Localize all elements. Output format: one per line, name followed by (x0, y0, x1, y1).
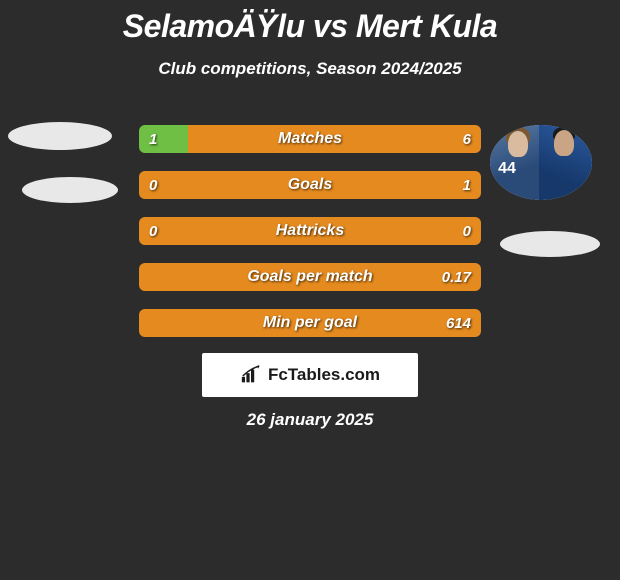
stat-label: Matches (139, 125, 481, 153)
stat-value-right: 0 (463, 217, 471, 245)
chart-icon (240, 365, 262, 385)
subtitle: Club competitions, Season 2024/2025 (0, 59, 620, 79)
stat-label: Min per goal (139, 309, 481, 337)
player-left-avatar (8, 122, 112, 150)
stat-label: Goals (139, 171, 481, 199)
stat-row: 0Hattricks0 (139, 217, 481, 245)
stat-value-right: 6 (463, 125, 471, 153)
stat-row: 1Matches6 (139, 125, 481, 153)
date-text: 26 january 2025 (0, 410, 620, 430)
stat-value-right: 614 (446, 309, 471, 337)
stat-label: Hattricks (139, 217, 481, 245)
stat-value-right: 1 (463, 171, 471, 199)
stat-row: Goals per match0.17 (139, 263, 481, 291)
player-right-team-badge (500, 231, 600, 257)
stat-row: Min per goal614 (139, 309, 481, 337)
comparison-bars: 1Matches60Goals10Hattricks0Goals per mat… (139, 125, 481, 355)
stat-label: Goals per match (139, 263, 481, 291)
player-right-avatar: 44 (490, 125, 592, 200)
jersey-number: 44 (498, 160, 516, 178)
logo-text: FcTables.com (268, 365, 380, 385)
player-left-team-badge (22, 177, 118, 203)
stat-value-right: 0.17 (442, 263, 471, 291)
page-title: SelamoÄŸlu vs Mert Kula (0, 0, 620, 45)
stat-row: 0Goals1 (139, 171, 481, 199)
fctables-logo: FcTables.com (202, 353, 418, 397)
